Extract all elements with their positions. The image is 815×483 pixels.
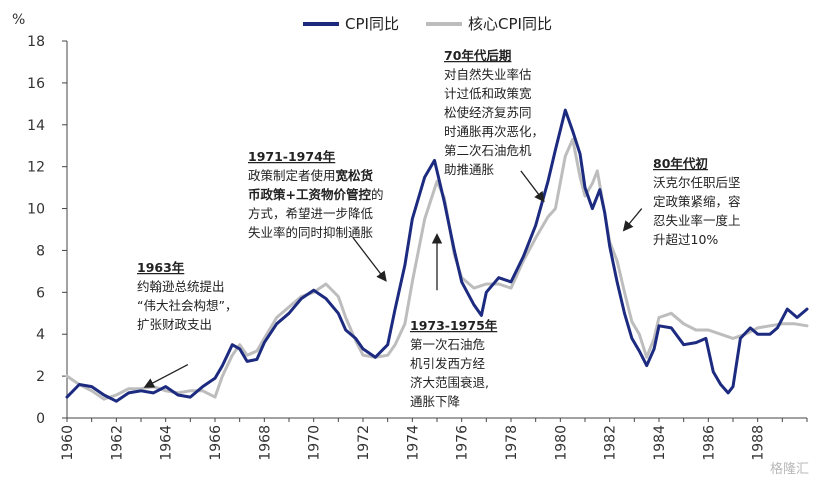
annotation-arrow bbox=[352, 237, 387, 282]
annotation-line: 第一次石油危 bbox=[410, 337, 485, 352]
x-tick-label: 1988 bbox=[751, 425, 767, 461]
annotation-arrow bbox=[143, 364, 189, 388]
annotation-line: 定政策紧缩，容 bbox=[653, 194, 741, 209]
x-tick-label: 1978 bbox=[504, 425, 520, 461]
legend-label: 核心CPI同比 bbox=[468, 15, 552, 33]
x-tick-label: 1986 bbox=[701, 425, 717, 461]
annotation-heading: 80年代初 bbox=[653, 156, 708, 171]
annotation-line: 政策制定者使用宽松货 bbox=[248, 168, 374, 183]
x-tick-label: 1982 bbox=[603, 425, 619, 461]
x-tick-label: 1966 bbox=[208, 425, 224, 461]
annotation-line: 济大范围衰退, bbox=[410, 375, 489, 390]
annotation-line: 通胀下降 bbox=[410, 394, 461, 409]
axes-layer: 0 2 4 6 8 10 12 14 16 18% 1960 1962 1964 1966 1968 1970… bbox=[12, 12, 808, 461]
x-tick-label: 1976 bbox=[455, 425, 471, 461]
series-line-cpi bbox=[65, 108, 809, 403]
y-tick-label: 10 bbox=[27, 202, 45, 218]
annotation-line: 第二次石油危机 bbox=[444, 143, 532, 158]
y-tick-label: 2 bbox=[36, 369, 45, 385]
y-tick-label: 0 bbox=[36, 411, 45, 427]
annotation-line: “伟大社会构想”， bbox=[137, 298, 237, 313]
x-tick-label: 1980 bbox=[553, 425, 569, 461]
y-tick-label: 18 bbox=[27, 34, 45, 50]
y-tick-label: 6 bbox=[36, 285, 45, 301]
y-tick-label: 16 bbox=[27, 76, 45, 92]
annotation-line: 时通胀再次恶化， bbox=[444, 124, 544, 139]
annotation-line: 忍失业率一度上 bbox=[653, 213, 741, 228]
annotation-arrow bbox=[622, 208, 643, 232]
annotation-1971-1974: 1971-1974年政策制定者使用宽松货币政策+工资物价管控的方式，希望进一步降… bbox=[248, 149, 387, 282]
y-tick-label: 14 bbox=[27, 118, 45, 134]
x-tick-label: 1960 bbox=[60, 425, 76, 461]
annotation-heading: 1973-1975年 bbox=[410, 318, 498, 333]
annotation-arrow bbox=[520, 170, 545, 203]
annotation-line: 机引发西方经 bbox=[410, 356, 486, 371]
x-tick-label: 1984 bbox=[652, 425, 668, 461]
y-tick-label: 4 bbox=[36, 327, 45, 343]
x-tick-label: 1962 bbox=[109, 425, 125, 461]
y-axis-label: % bbox=[12, 12, 25, 28]
x-tick-label: 1968 bbox=[257, 425, 273, 461]
annotation-line: 升超过10% bbox=[653, 232, 718, 247]
watermark-text: 格隆汇 bbox=[769, 462, 809, 477]
x-tick-label: 1974 bbox=[405, 425, 421, 461]
annotation-line: 币政策+工资物价管控的 bbox=[248, 187, 384, 202]
annotation-line: 松使经济复苏同 bbox=[444, 105, 532, 120]
annotation-line: 方式，希望进一步降低 bbox=[248, 206, 374, 221]
y-tick-label: 8 bbox=[36, 243, 45, 259]
annotation-line: 沃克尔任职后坚 bbox=[653, 175, 741, 190]
x-tick-label: 1972 bbox=[356, 425, 372, 461]
y-tick-label: 12 bbox=[27, 160, 45, 176]
annotation-heading: 1971-1974年 bbox=[248, 149, 336, 164]
annotation-heading: 1963年 bbox=[137, 260, 185, 275]
legend: CPI同比 核心CPI同比 bbox=[303, 15, 552, 33]
annotation-line: 扩张财政支出 bbox=[137, 317, 212, 332]
annotation-line: 计过低和政策宽 bbox=[444, 86, 532, 101]
series-layer bbox=[65, 108, 809, 403]
legend-label: CPI同比 bbox=[345, 15, 399, 33]
x-tick-label: 1964 bbox=[159, 425, 175, 461]
annotation-heading: 70年代后期 bbox=[444, 48, 511, 63]
annotation-line: 失业率的同时抑制通胀 bbox=[248, 225, 374, 240]
x-tick-label: 1970 bbox=[307, 425, 323, 461]
annotation-line: 对自然失业率估 bbox=[444, 67, 532, 82]
annotation-line: 约翰逊总统提出 bbox=[137, 279, 225, 294]
annotation-line: 助推通胀 bbox=[444, 162, 495, 177]
